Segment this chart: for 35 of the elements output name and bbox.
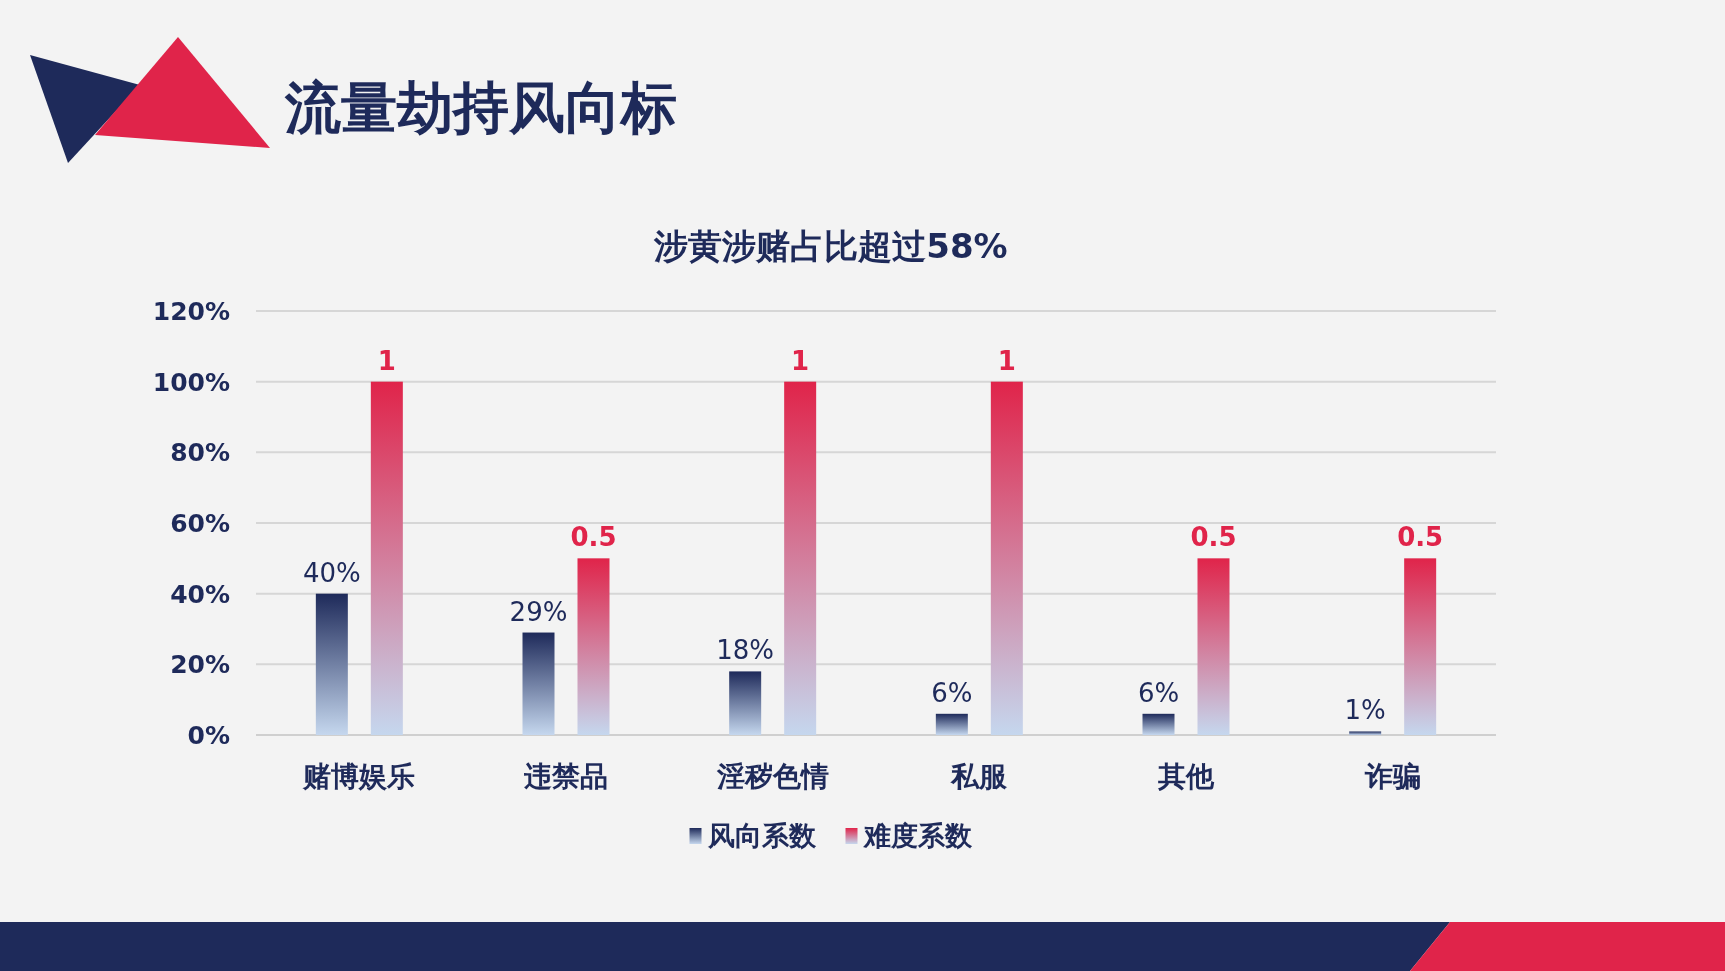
data-label: 18% [716,635,775,666]
data-label: 0.5 [1190,522,1237,553]
y-tick-label: 40% [170,579,230,609]
bar [1142,713,1175,735]
y-tick-label: 120% [152,297,230,326]
x-tick-label: 其他 [1157,760,1215,793]
x-tick-label: 淫秽色情 [715,760,829,793]
y-tick-label: 80% [170,438,230,468]
data-label: 29% [509,596,568,627]
data-label: 6% [1137,677,1180,708]
bar [1349,731,1382,735]
data-label: 0.5 [1397,522,1444,553]
x-tick-label: 违禁品 [523,760,608,793]
x-tick-label: 私服 [950,760,1009,793]
x-tick-label: 赌博娱乐 [302,760,416,793]
x-tick-label: 诈骗 [1363,760,1421,793]
data-label: 0.5 [570,522,617,553]
y-tick-label: 100% [152,367,230,397]
bar [935,713,968,735]
data-label: 6% [931,677,973,708]
bar [729,671,762,735]
data-label: 1% [1344,695,1386,726]
data-label: 1 [791,345,810,376]
legend-label: 风向系数 [706,820,817,851]
y-tick-label: 20% [170,650,230,680]
legend-label: 难度系数 [861,820,973,851]
data-label: 1 [997,345,1016,376]
data-label: 40% [302,557,361,588]
bar [522,632,555,735]
y-tick-label: 60% [170,509,230,538]
chart-subtitle: 涉黄涉赌占比超过58% [653,226,1008,266]
chart-title: 流量劫持风向标 [284,75,677,140]
bar [315,593,348,735]
y-tick-label: 0% [187,721,230,750]
data-label: 1 [377,345,396,376]
